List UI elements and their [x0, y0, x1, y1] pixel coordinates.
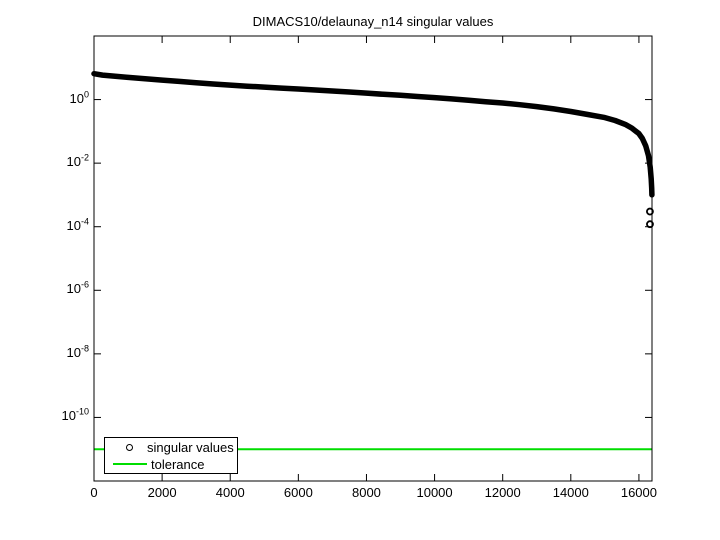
x-tick-label: 2000	[147, 485, 177, 500]
legend-item-singular-values: singular values	[105, 439, 237, 456]
singular-values-curve	[91, 70, 655, 198]
y-tick-label: 10-2	[66, 152, 89, 170]
legend-label-tolerance: tolerance	[151, 456, 205, 472]
y-tick-label: 100	[69, 89, 89, 106]
legend-item-tolerance: tolerance	[105, 456, 237, 473]
x-tick-label: 12000	[484, 485, 521, 500]
x-tick-label: 10000	[416, 485, 453, 500]
legend[interactable]: singular values tolerance	[104, 437, 238, 474]
y-tick-label: 10-8	[66, 343, 89, 360]
x-tick-label: 14000	[552, 485, 589, 500]
circle-marker-icon	[126, 443, 133, 451]
y-tick-label: 10-4	[66, 216, 89, 233]
singular-value-marker	[646, 207, 654, 216]
y-tick-label: 10-10	[61, 407, 89, 424]
tolerance-line-icon	[113, 463, 147, 465]
y-tick-label: 10-6	[66, 279, 89, 297]
chart-title: DIMACS10/delaunay_n14 singular values	[252, 14, 494, 29]
x-tick-label: 0	[90, 485, 98, 500]
x-tick-label: 8000	[351, 485, 381, 500]
axes-box	[93, 35, 653, 482]
x-tick-label: 16000	[620, 485, 657, 500]
legend-label-singular-values: singular values	[147, 439, 234, 455]
x-tick-label: 4000	[215, 485, 245, 500]
x-tick-label: 6000	[283, 485, 313, 500]
